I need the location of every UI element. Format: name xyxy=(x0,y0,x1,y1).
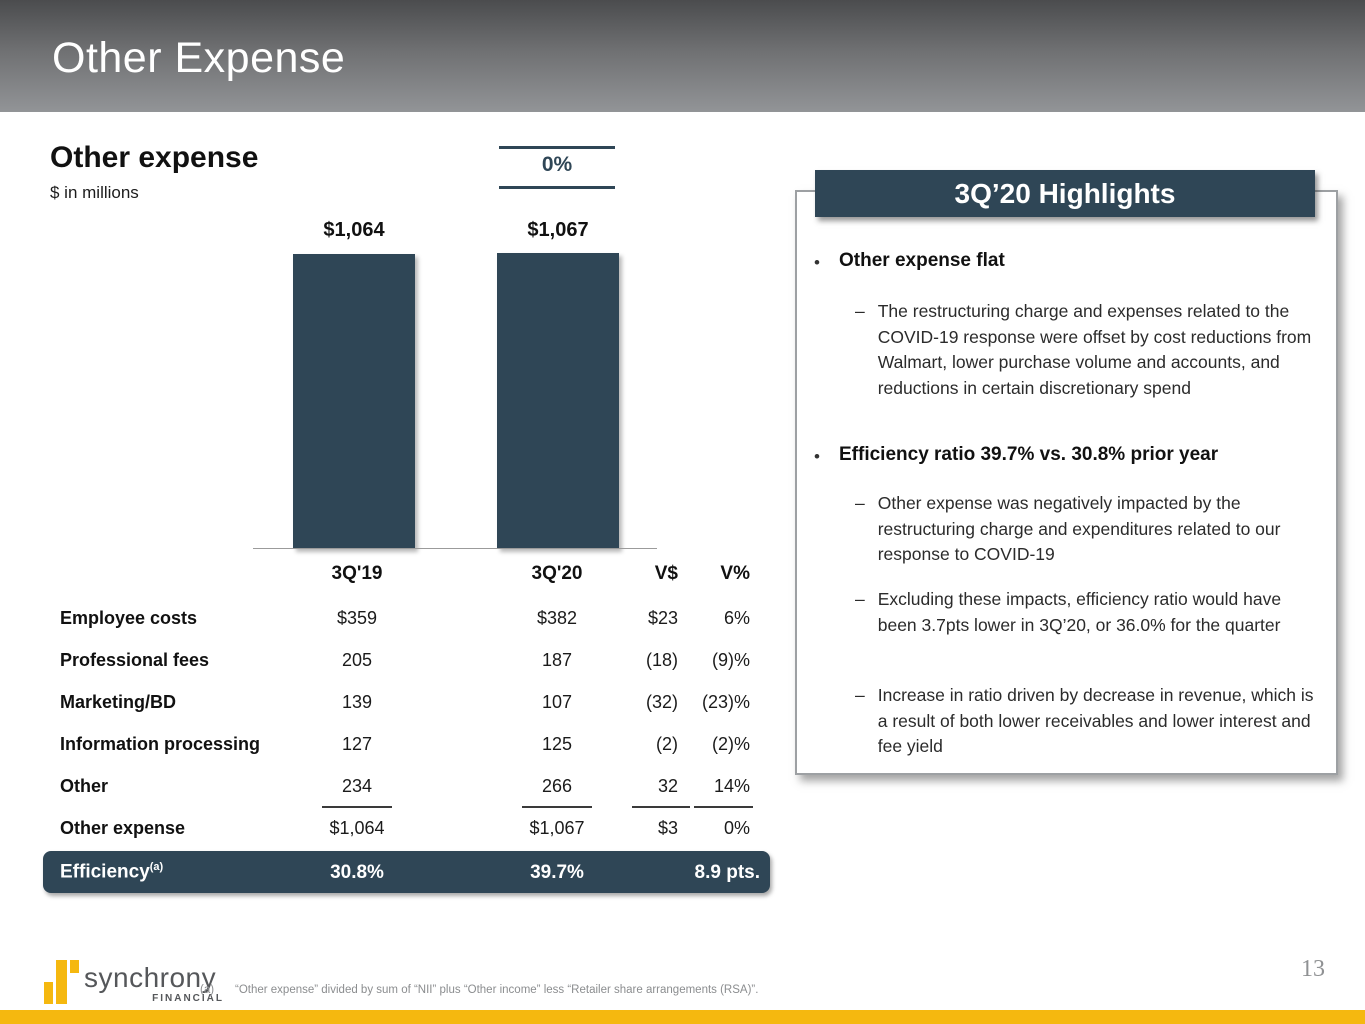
bar-3q20 xyxy=(497,253,619,549)
cell-3q20: 266 xyxy=(541,776,573,796)
cell-3q20: 125 xyxy=(541,734,573,754)
cell-3q19: 234 xyxy=(341,776,373,796)
dash-icon: – xyxy=(855,589,865,609)
table-total-row: Other expense $1,064 $1,067 $3 0% xyxy=(0,818,780,844)
table-header-row: 3Q'19 3Q'20 V$ V% xyxy=(0,563,780,589)
table-row: Employee costs $359 $382 $23 6% xyxy=(0,608,780,634)
row-label: Marketing/BD xyxy=(60,692,177,712)
bar-value-label-3q20: $1,067 xyxy=(527,219,589,241)
cell-3q19: $359 xyxy=(336,608,378,628)
delta-callout-bottom-line xyxy=(499,186,615,189)
logo-wordmark: synchrony xyxy=(84,962,217,993)
cell-vdollar: (2) xyxy=(656,734,678,754)
efficiency-delta: 8.9 pts. xyxy=(694,862,760,883)
cell-3q20: $1,067 xyxy=(529,818,585,838)
cell-3q20: 107 xyxy=(541,692,573,712)
sub-bullet-text: The restructuring charge and expenses re… xyxy=(877,301,1312,398)
highlight-bullet-1: Other expense flat xyxy=(839,250,1005,271)
slide-title: Other Expense xyxy=(52,34,346,82)
cell-vpercent: 14% xyxy=(713,776,750,796)
sub-bullet-text: Excluding these impacts, efficiency rati… xyxy=(877,589,1282,635)
cell-vpercent: 6% xyxy=(723,608,750,628)
row-label: Professional fees xyxy=(60,650,210,670)
highlight-bullet-2: Efficiency ratio 39.7% vs. 30.8% prior y… xyxy=(839,444,1219,465)
highlight-sub-bullet: – The restructuring charge and expenses … xyxy=(855,299,1325,401)
delta-callout-top-line xyxy=(499,146,615,149)
footnote-marker: (a) xyxy=(200,984,215,996)
logo-subtext: FINANCIAL xyxy=(152,993,224,1004)
subtotal-rule xyxy=(522,806,592,808)
col-header-3q20: 3Q'20 xyxy=(531,563,583,584)
cell-3q19: 127 xyxy=(341,734,373,754)
cell-vdollar: $3 xyxy=(657,818,678,838)
highlight-sub-bullet: – Increase in ratio driven by decrease i… xyxy=(855,683,1325,760)
efficiency-3q19: 30.8% xyxy=(330,862,384,883)
cell-vdollar: (18) xyxy=(645,650,678,670)
highlights-title: 3Q’20 Highlights xyxy=(954,178,1176,209)
dash-icon: – xyxy=(855,493,865,513)
table-row: Professional fees 205 187 (18) (9)% xyxy=(0,650,780,676)
footnote-text: “Other expense” divided by sum of “NII” … xyxy=(235,984,759,996)
footnote-ref-a: (a) xyxy=(149,861,164,873)
bullet-icon: • xyxy=(814,447,820,466)
bar-value-label-3q19: $1,064 xyxy=(323,219,385,241)
efficiency-label: Efficiency(a) xyxy=(60,861,164,883)
cell-3q19: $1,064 xyxy=(329,818,385,838)
header-bar: Other Expense xyxy=(0,0,1365,112)
bottom-accent-bar xyxy=(0,1010,1365,1024)
row-label: Other expense xyxy=(60,818,186,838)
dash-icon: – xyxy=(855,301,865,321)
table-row: Other 234 266 32 14% xyxy=(0,776,780,802)
subtotal-rule xyxy=(694,806,753,808)
col-header-vpercent: V% xyxy=(720,563,750,584)
highlights-panel: • Other expense flat – The restructuring… xyxy=(795,190,1338,775)
bullet-icon: • xyxy=(814,253,820,272)
cell-vpercent: 0% xyxy=(723,818,750,838)
efficiency-row: Efficiency(a) 30.8% 39.7% 8.9 pts. xyxy=(43,851,770,893)
delta-callout-label: 0% xyxy=(541,153,573,176)
synchrony-logo: synchrony FINANCIAL xyxy=(44,960,244,1006)
cell-vdollar: $23 xyxy=(647,608,678,628)
table-row: Information processing 127 125 (2) (2)% xyxy=(0,734,780,760)
sub-bullet-text: Increase in ratio driven by decrease in … xyxy=(877,685,1314,756)
highlight-sub-bullet: – Excluding these impacts, efficiency ra… xyxy=(855,587,1325,638)
cell-3q19: 139 xyxy=(341,692,373,712)
row-label: Other xyxy=(60,776,109,796)
cell-vpercent: (9)% xyxy=(711,650,750,670)
row-label: Information processing xyxy=(60,734,261,754)
page-number: 13 xyxy=(1301,956,1325,982)
col-header-vdollar: V$ xyxy=(654,563,678,584)
cell-3q20: 187 xyxy=(541,650,573,670)
subtotal-rule xyxy=(322,806,392,808)
bar-3q19 xyxy=(293,254,415,549)
synchrony-bars-icon xyxy=(44,960,80,1004)
table-row: Marketing/BD 139 107 (32) (23)% xyxy=(0,692,780,718)
cell-3q19: 205 xyxy=(341,650,373,670)
efficiency-3q20: 39.7% xyxy=(530,862,584,883)
subtotal-rule xyxy=(632,806,690,808)
cell-3q20: $382 xyxy=(536,608,578,628)
col-header-3q19: 3Q'19 xyxy=(331,563,383,584)
highlight-sub-bullet: – Other expense was negatively impacted … xyxy=(855,491,1325,568)
x-axis-line xyxy=(253,548,657,549)
cell-vdollar: (32) xyxy=(645,692,678,712)
row-label: Employee costs xyxy=(60,608,198,628)
cell-vdollar: 32 xyxy=(657,776,678,796)
highlights-title-bar: 3Q’20 Highlights xyxy=(815,170,1315,217)
cell-vpercent: (23)% xyxy=(701,692,750,712)
dash-icon: – xyxy=(855,685,865,705)
chart-subtitle: $ in millions xyxy=(50,183,139,202)
cell-vpercent: (2)% xyxy=(711,734,750,754)
sub-bullet-text: Other expense was negatively impacted by… xyxy=(877,493,1281,564)
chart-title: Other expense xyxy=(50,141,259,174)
